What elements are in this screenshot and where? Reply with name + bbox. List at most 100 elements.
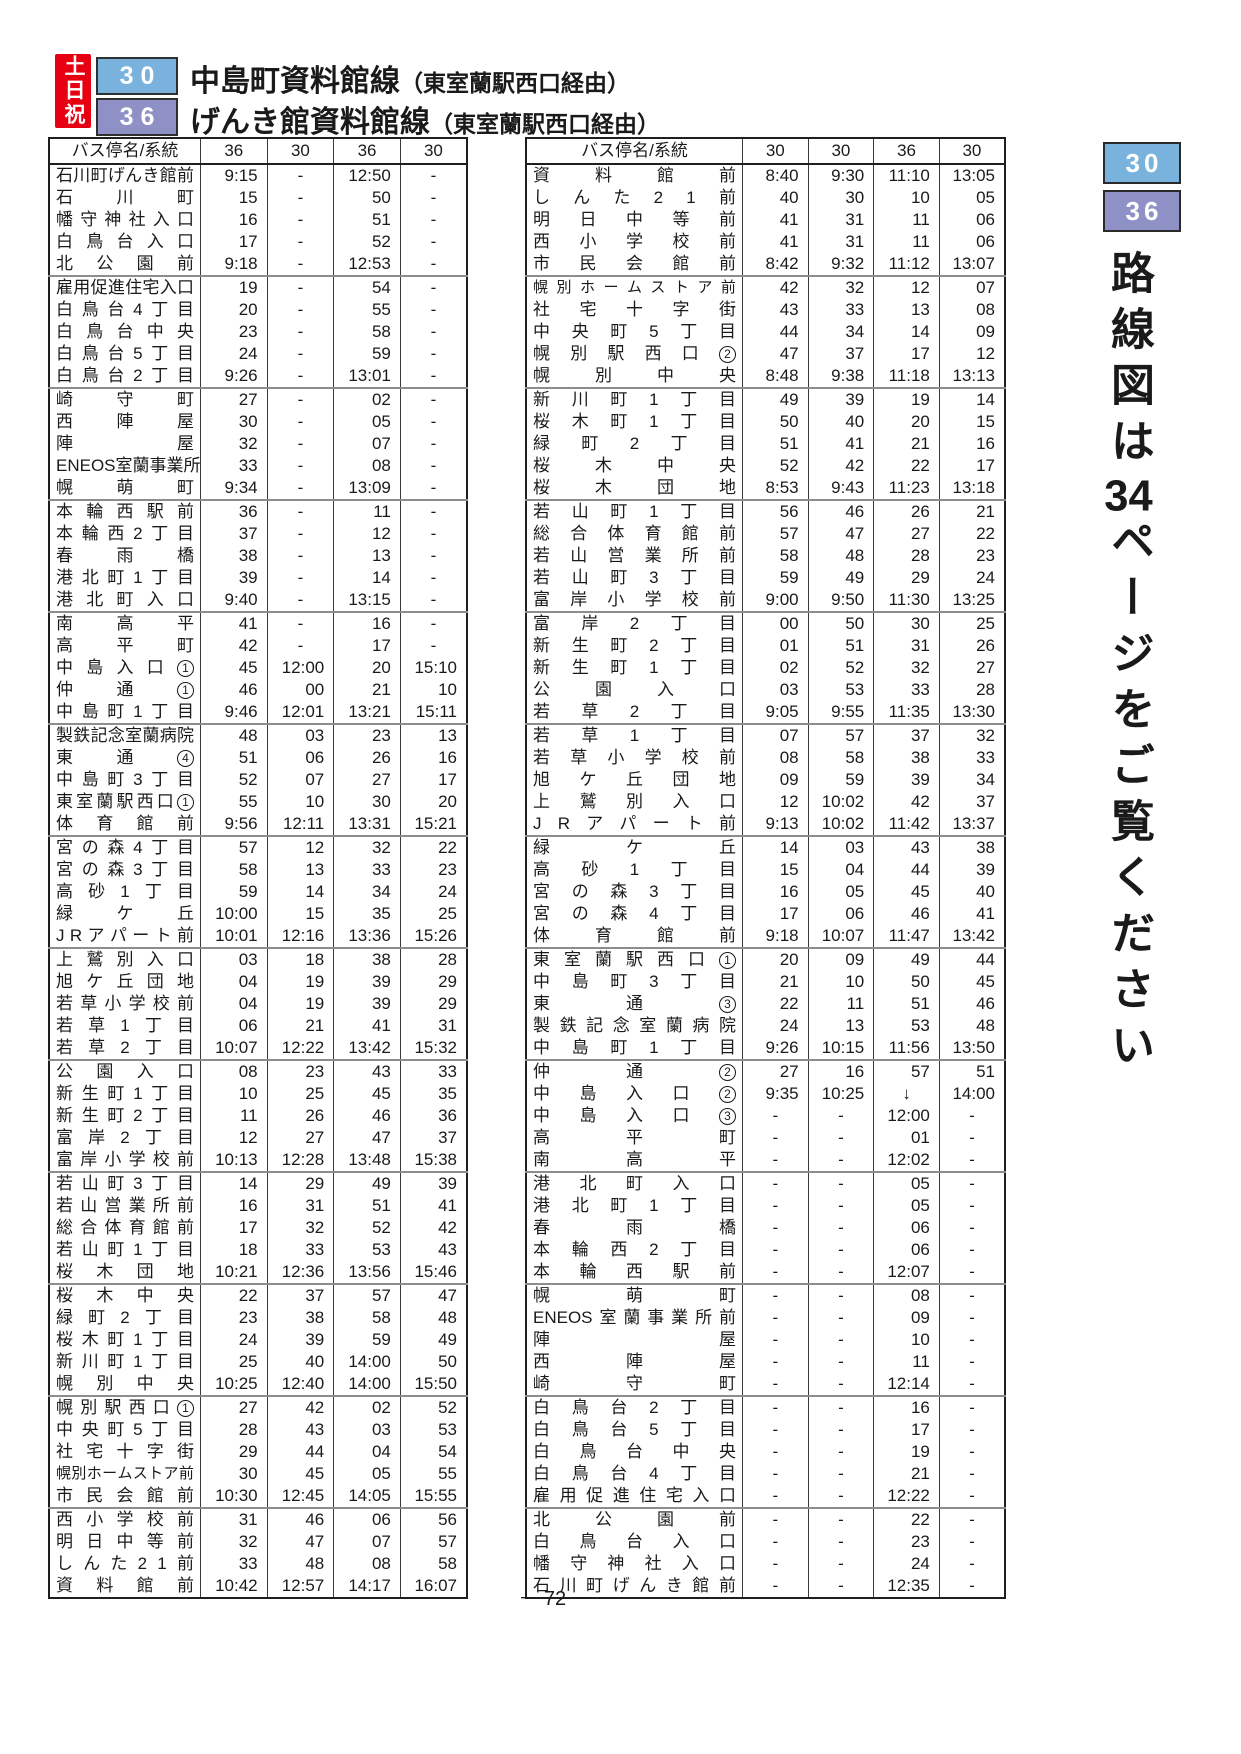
time-cell: 45 (266, 1463, 334, 1485)
time-cell: 47 (742, 343, 809, 365)
time-cell: 54 (333, 276, 401, 299)
table-row: 富岸小学校前 9:00 9:50 11:30 13:25 (526, 589, 1005, 613)
time-cell: 05 (807, 881, 874, 903)
time-cell: 40 (807, 411, 874, 433)
time-cell: 10 (873, 1329, 940, 1351)
time-cell: 28 (200, 1419, 268, 1441)
time-cell: 51 (873, 993, 940, 1015)
time-cell: 12 (333, 523, 401, 545)
time-cell: - (742, 1105, 809, 1127)
time-cell: 26 (938, 635, 1005, 657)
time-cell: - (807, 1127, 874, 1149)
time-cell: 27 (938, 657, 1005, 679)
time-cell: - (742, 1195, 809, 1217)
stop-name-cell: 総合体育館前 (533, 524, 736, 543)
table-row: 港北町 1 丁目 - -05- (526, 1195, 1005, 1217)
time-cell: 44 (742, 321, 809, 343)
time-cell: 9:00 (742, 589, 809, 613)
route-number-column-header: 36 (200, 138, 268, 165)
time-cell: 11 (200, 1105, 268, 1127)
time-cell: - (807, 1575, 874, 1598)
time-cell: 48 (266, 1553, 334, 1575)
time-cell: 16 (742, 881, 809, 903)
time-cell: 18 (266, 948, 334, 971)
header-row: バス停名/系統 36 30 36 30 (49, 138, 467, 165)
time-cell: 9:55 (807, 701, 874, 725)
time-cell: 59 (333, 1329, 401, 1351)
time-cell: - (807, 1307, 874, 1329)
table-row: 桜木団地 10:21 12:36 13:56 15:46 (49, 1261, 467, 1285)
time-cell: 39 (333, 971, 401, 993)
time-cell: 27 (200, 388, 268, 411)
time-cell: - (807, 1149, 874, 1173)
table-row: 上鷲別入口 12 10:02 42 37 (526, 791, 1005, 813)
time-cell: 12 (266, 836, 334, 859)
time-cell: 9:46 (200, 701, 268, 725)
table-row: 製鉄記念室蘭病院 48 03 23 13 (49, 724, 467, 747)
time-cell: 17 (873, 1419, 940, 1441)
time-cell: 53 (399, 1419, 467, 1441)
time-cell: 32 (333, 836, 401, 859)
time-cell: 32 (200, 433, 268, 455)
time-cell: 45 (333, 1083, 401, 1105)
time-cell: 37 (938, 791, 1005, 813)
time-cell: 49 (333, 1172, 401, 1195)
stop-name-cell: 上鷲別入口 (56, 950, 194, 969)
time-cell: 46 (266, 1508, 334, 1531)
time-cell: - (938, 1217, 1005, 1239)
table-row: 中島町 3 丁目 21 10 50 45 (526, 971, 1005, 993)
header-row: バス停名/系統 30 30 36 30 (526, 138, 1005, 165)
time-cell: - (266, 388, 334, 411)
time-cell: 31 (266, 1195, 334, 1217)
circled-number-icon: 2 (719, 1085, 736, 1103)
time-cell: 38 (200, 545, 268, 567)
time-cell: 9:50 (807, 589, 874, 613)
time-cell: - (399, 545, 467, 567)
circled-number-icon: 2 (718, 345, 736, 363)
time-cell: 35 (399, 1083, 467, 1105)
time-cell: 36 (200, 500, 268, 523)
time-cell: 22 (200, 1284, 268, 1307)
table-row: 陣屋 32-07- (49, 433, 467, 455)
time-cell: 17 (399, 769, 467, 791)
time-cell: 09 (873, 1307, 940, 1329)
stop-name-cell: 若山営業所前 (533, 546, 736, 565)
time-cell: 23 (266, 1060, 334, 1083)
time-cell: - (807, 1485, 874, 1509)
time-cell: - (399, 589, 467, 613)
time-cell: 26 (266, 1105, 334, 1127)
time-cell: 17 (333, 635, 401, 657)
stop-name-cell: 製鉄記念室蘭病院 (533, 1016, 736, 1035)
time-cell: 47 (807, 523, 874, 545)
time-cell: 02 (333, 1396, 401, 1419)
stop-name-cell: 幡守神社入口 (56, 210, 194, 229)
time-cell: 22 (873, 1508, 940, 1531)
table-row: 港北町入口 - -05- (526, 1172, 1005, 1195)
table-row: 新川町 1 丁目 25 40 14:00 50 (49, 1351, 467, 1373)
time-cell: 42 (873, 791, 940, 813)
table-row: 西陣屋 30-05- (49, 411, 467, 433)
timetable-inbound: バス停名/系統 30 30 36 30 資料館前 8:40 9:30 11:10 13:05 しんた… (525, 137, 1006, 1599)
route-36-title: げんき館資料館線（東室蘭駅西口経由） (190, 97, 660, 141)
time-cell: 21 (938, 500, 1005, 523)
route-number-column-header: 30 (938, 138, 1005, 165)
time-cell: 05 (873, 1195, 940, 1217)
time-cell: 06 (266, 747, 334, 769)
time-cell: 48 (938, 1015, 1005, 1037)
time-cell: 16 (807, 1060, 874, 1083)
time-cell: 52 (807, 657, 874, 679)
time-cell: - (742, 1419, 809, 1441)
time-cell: 11:10 (873, 164, 940, 187)
time-cell: - (742, 1373, 809, 1397)
time-cell: 13:21 (333, 701, 401, 725)
table-row: 緑ケ丘 10:00 15 35 25 (49, 903, 467, 925)
time-cell: - (266, 276, 334, 299)
